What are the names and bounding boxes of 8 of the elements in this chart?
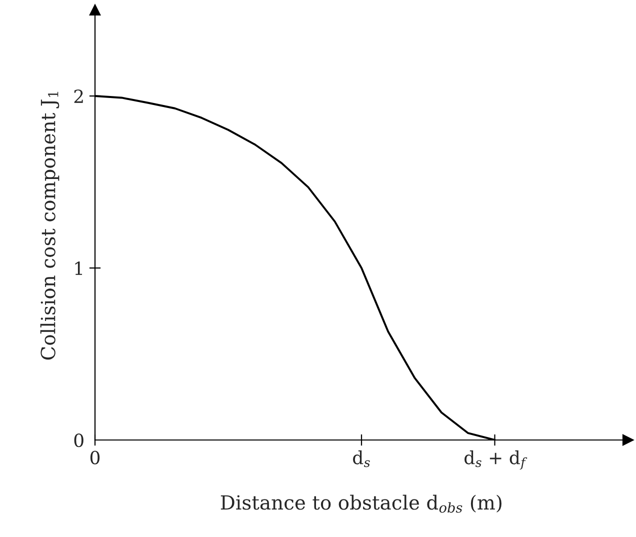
x-axis-title: Distance to obstacle d$_{obs}$ (m) (220, 494, 502, 513)
x-tick-label: d$_{s}$ (353, 450, 370, 468)
x-tick-label: d$_{s}$ + d$_{f}$ (464, 450, 528, 470)
y-tick-label: 2 (74, 89, 83, 103)
x-tick-label: 0 (90, 450, 100, 464)
y-axis-title: Collision cost component J$_{1}$ (40, 92, 60, 360)
y-tick-label: 0 (74, 433, 84, 448)
y-tick-label: 1 (75, 261, 82, 275)
